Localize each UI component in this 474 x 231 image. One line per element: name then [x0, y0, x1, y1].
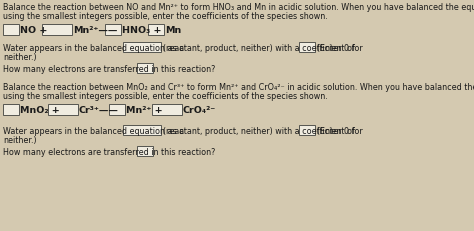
Bar — [152, 105, 182, 116]
Bar — [137, 146, 153, 156]
Bar — [3, 105, 19, 116]
Text: (Enter 0 for: (Enter 0 for — [317, 44, 363, 53]
Text: How many electrons are transferred in this reaction?: How many electrons are transferred in th… — [3, 65, 215, 74]
Bar — [299, 43, 315, 53]
Bar — [137, 64, 153, 74]
Bar — [148, 25, 164, 36]
Text: How many electrons are transferred in this reaction?: How many electrons are transferred in th… — [3, 147, 215, 156]
Text: using the smallest integers possible, enter the coefficients of the species show: using the smallest integers possible, en… — [3, 92, 328, 100]
Bar — [123, 43, 161, 53]
Text: (reactant, product, neither) with a coefficient of: (reactant, product, neither) with a coef… — [163, 126, 355, 135]
Bar — [48, 105, 78, 116]
Text: neither.): neither.) — [3, 135, 36, 144]
Text: neither.): neither.) — [3, 53, 36, 62]
Text: MnO₂ +: MnO₂ + — [20, 106, 60, 115]
Text: Mn: Mn — [165, 26, 181, 35]
Text: (reactant, product, neither) with a coefficient of: (reactant, product, neither) with a coef… — [163, 44, 355, 53]
Bar — [123, 125, 161, 135]
Text: (Enter 0 for: (Enter 0 for — [317, 126, 363, 135]
Bar — [109, 105, 125, 116]
Text: NO +: NO + — [20, 26, 47, 35]
Text: Balance the reaction between MnO₂ and Cr³⁺ to form Mn²⁺ and CrO₄²⁻ in acidic sol: Balance the reaction between MnO₂ and Cr… — [3, 83, 474, 92]
Text: HNO₃ +: HNO₃ + — [122, 26, 162, 35]
Bar — [42, 25, 72, 36]
Text: Mn²⁺ +: Mn²⁺ + — [126, 106, 163, 115]
Text: Water appears in the balanced equation as a: Water appears in the balanced equation a… — [3, 126, 184, 135]
Text: Water appears in the balanced equation as a: Water appears in the balanced equation a… — [3, 44, 184, 53]
Bar — [105, 25, 121, 36]
Bar — [3, 25, 19, 36]
Text: Mn²⁺——: Mn²⁺—— — [73, 26, 118, 35]
Text: Cr³⁺——: Cr³⁺—— — [79, 106, 119, 115]
Bar — [299, 125, 315, 135]
Text: using the smallest integers possible, enter the coefficients of the species show: using the smallest integers possible, en… — [3, 12, 328, 21]
Text: Balance the reaction between NO and Mn²⁺ to form HNO₃ and Mn in acidic solution.: Balance the reaction between NO and Mn²⁺… — [3, 3, 474, 12]
Text: CrO₄²⁻: CrO₄²⁻ — [183, 106, 216, 115]
